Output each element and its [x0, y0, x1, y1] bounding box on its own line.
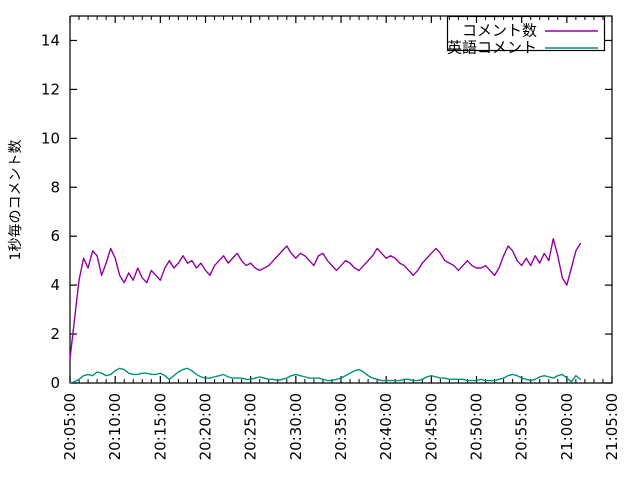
x-tick-label: 20:30:00 — [287, 393, 305, 460]
y-axis: 0 2 4 6 8 10 12 14 — [41, 31, 612, 392]
y-tick-label: 14 — [41, 31, 60, 49]
y-tick-label: 6 — [50, 227, 60, 245]
y-tick-label: 12 — [41, 80, 60, 98]
x-tick-label: 20:15:00 — [151, 393, 169, 460]
y-tick-label: 8 — [50, 178, 60, 196]
legend-border — [446, 15, 606, 52]
y-tick-label: 0 — [50, 374, 60, 392]
x-tick-label: 20:50:00 — [468, 393, 486, 460]
x-tick-label: 20:10:00 — [106, 393, 124, 460]
series-line-english-comment — [69, 367, 582, 384]
x-tick-label: 21:00:00 — [558, 393, 576, 460]
chart-legend: コメント数 英語コメント — [446, 15, 606, 57]
y-tick-label: 10 — [41, 129, 60, 147]
legend-label-comment-count: コメント数 — [462, 22, 537, 40]
x-tick-label: 20:40:00 — [377, 393, 395, 460]
y-tick-label: 4 — [50, 276, 60, 294]
x-tick-label: 20:35:00 — [332, 393, 350, 460]
series-line-comment-count — [69, 237, 582, 360]
x-tick-label: 20:05:00 — [61, 393, 79, 460]
x-tick-label: 20:55:00 — [513, 393, 531, 460]
x-tick-label: 21:05:00 — [603, 393, 621, 460]
y-axis-title: 1秒毎のコメント数 — [8, 140, 24, 261]
legend-label-english-comment: 英語コメント — [447, 39, 537, 57]
x-tick-label: 20:45:00 — [422, 393, 440, 460]
x-tick-label: 20:25:00 — [242, 393, 260, 460]
x-tick-label: 20:20:00 — [197, 393, 215, 460]
data-series-group — [69, 237, 582, 384]
y-tick-label: 2 — [50, 325, 60, 343]
x-axis: 20:05:00 20:10:00 20:15:00 20:20:00 20:25:00… — [61, 16, 621, 460]
